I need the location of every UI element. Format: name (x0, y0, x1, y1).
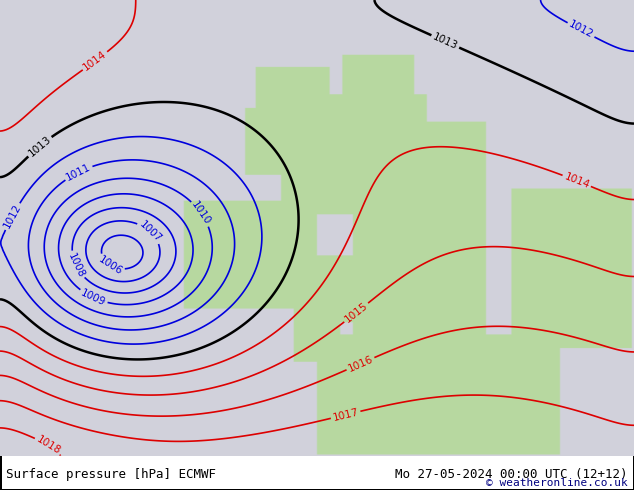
Text: 1012: 1012 (567, 20, 595, 41)
Text: 1013: 1013 (431, 31, 460, 51)
Text: 1014: 1014 (562, 172, 591, 190)
Text: 1010: 1010 (190, 200, 213, 227)
Text: 1017: 1017 (332, 407, 359, 423)
Text: 1012: 1012 (2, 202, 23, 230)
Text: 1013: 1013 (26, 134, 53, 159)
Text: © weatheronline.co.uk: © weatheronline.co.uk (486, 478, 628, 488)
Text: 1015: 1015 (343, 300, 370, 325)
Text: 1007: 1007 (137, 219, 163, 245)
Text: 1014: 1014 (82, 49, 108, 73)
Text: 1006: 1006 (96, 254, 124, 277)
Text: 1011: 1011 (65, 162, 93, 183)
Text: Mo 27-05-2024 00:00 UTC (12+12): Mo 27-05-2024 00:00 UTC (12+12) (395, 467, 628, 481)
Text: 1016: 1016 (346, 354, 375, 373)
Text: 1009: 1009 (79, 288, 107, 308)
Text: 1018: 1018 (35, 434, 62, 456)
Text: Surface pressure [hPa] ECMWF: Surface pressure [hPa] ECMWF (6, 467, 216, 481)
Text: 1008: 1008 (66, 251, 86, 279)
